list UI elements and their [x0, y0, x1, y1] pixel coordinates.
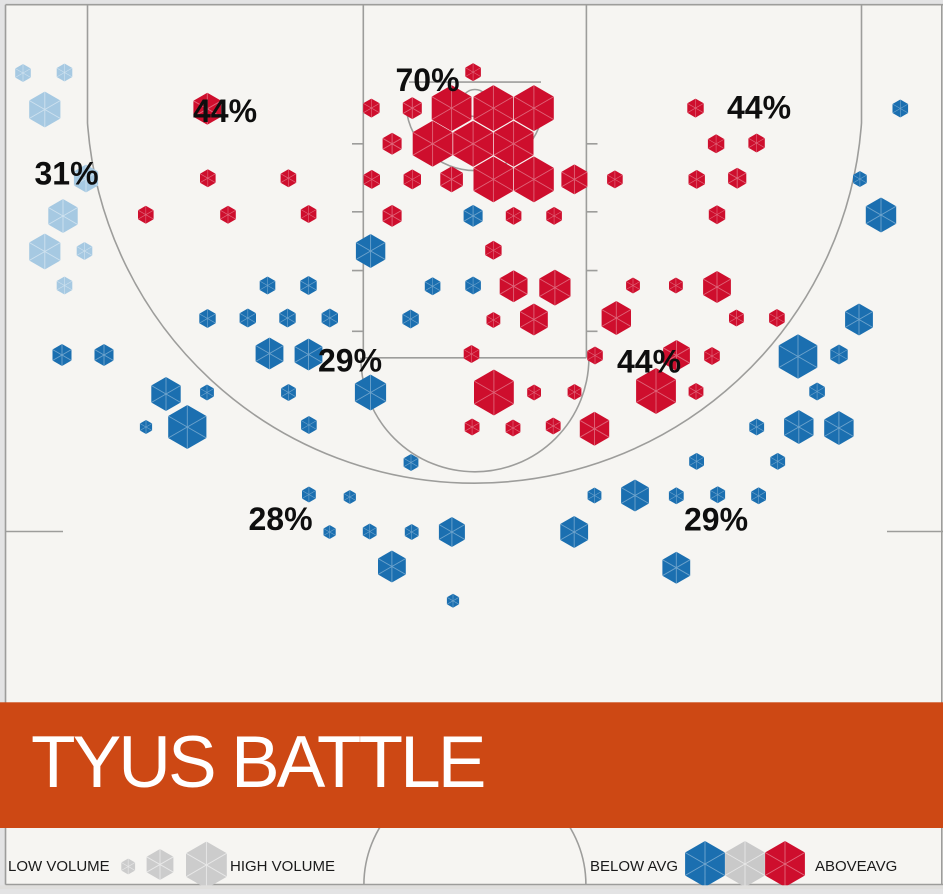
svg-text:44%: 44% [617, 344, 681, 380]
svg-text:HIGH VOLUME: HIGH VOLUME [230, 858, 335, 875]
svg-text:31%: 31% [35, 156, 99, 192]
svg-text:44%: 44% [727, 90, 791, 126]
svg-text:ABOVEAVG: ABOVEAVG [815, 858, 897, 875]
svg-text:29%: 29% [684, 502, 748, 538]
svg-text:70%: 70% [396, 62, 460, 98]
svg-text:28%: 28% [249, 501, 313, 537]
svg-text:29%: 29% [318, 343, 382, 379]
svg-text:LOW VOLUME: LOW VOLUME [8, 858, 110, 875]
svg-text:BELOW AVG: BELOW AVG [590, 858, 678, 875]
svg-text:TYUS BATTLE: TYUS BATTLE [31, 722, 484, 803]
svg-text:44%: 44% [193, 93, 257, 129]
